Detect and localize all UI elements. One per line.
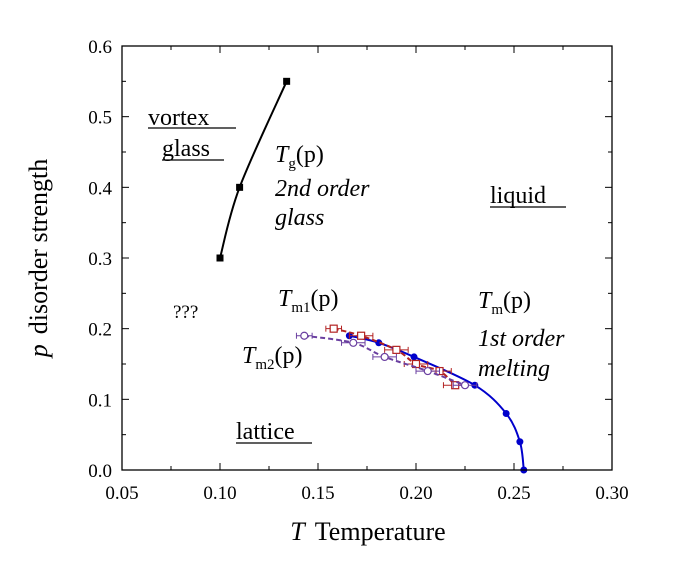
y-tick-label: 0.3: [88, 249, 112, 270]
x-tick-label: 0.15: [301, 483, 334, 504]
series-group: [325, 324, 468, 390]
data-point: [516, 438, 524, 446]
annotation-tg-glass: glass: [275, 205, 324, 231]
y-tick-label: 0.0: [88, 461, 112, 482]
annotation-liquid: liquid: [490, 183, 546, 209]
annotation-tm2-label: Tm2(p): [242, 343, 303, 373]
data-point: [460, 381, 470, 390]
data-point: [502, 409, 510, 417]
data-point: [236, 183, 244, 191]
annotation-tm1-label: Tm1(p): [278, 286, 339, 316]
data-point: [375, 339, 383, 347]
data-point: [411, 359, 421, 369]
data-point: [423, 366, 432, 376]
data-point: [300, 331, 309, 340]
series-group: [345, 332, 528, 474]
y-axis-label: pdisorder strength: [24, 159, 53, 359]
y-tick-label: 0.4: [88, 178, 112, 199]
annotation-tm-order: 1st order: [478, 326, 565, 352]
data-point: [349, 338, 358, 347]
y-tick-label: 0.5: [88, 108, 112, 129]
series-group: [216, 77, 291, 262]
x-tick-label: 0.30: [595, 483, 628, 504]
y-tick-label: 0.2: [88, 320, 112, 341]
annotation-glass: glass: [162, 136, 210, 162]
annotation-unknown: ???: [173, 302, 198, 323]
axis-ticks: 0.05 0.10 0.15 0.20 0.25 0.30 0.0 0.1 0.2 0.3 0.4 0…: [88, 37, 628, 504]
x-tick-label: 0.25: [497, 483, 530, 504]
data-point: [357, 331, 366, 340]
data-point: [216, 254, 224, 262]
series-line: [219, 80, 288, 259]
annotation-vortex: vortex: [148, 105, 209, 131]
annotation-tm-melting: melting: [478, 356, 550, 382]
annotation-tg-order: 2nd order: [275, 176, 370, 202]
y-tick-label: 0.6: [88, 37, 112, 58]
x-tick-label: 0.20: [399, 483, 432, 504]
x-axis-label: T Temperature: [290, 517, 445, 546]
series-group: [295, 331, 478, 390]
annotation-tg-label: Tg(p): [275, 142, 324, 172]
annotation-tm-label: Tm(p): [478, 288, 531, 318]
x-tick-label: 0.10: [203, 483, 236, 504]
data-point: [380, 352, 389, 362]
data-point: [329, 324, 338, 333]
annotation-lattice: lattice: [236, 419, 295, 445]
chart-marks: [216, 77, 528, 474]
data-point: [410, 353, 418, 361]
x-tick-label: 0.05: [105, 483, 138, 504]
data-point: [283, 77, 291, 85]
y-tick-label: 0.1: [88, 390, 112, 411]
data-point: [392, 345, 401, 354]
